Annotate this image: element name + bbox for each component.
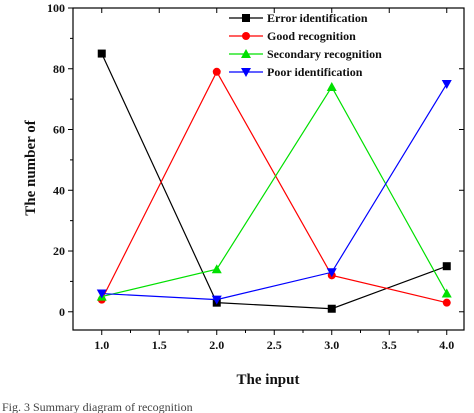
legend-marker	[241, 68, 251, 77]
legend-label: Poor identification	[267, 65, 363, 79]
y-tick-label: 100	[47, 1, 65, 15]
legend-label: Error identification	[267, 11, 368, 25]
series-line	[101, 85, 448, 298]
legend-label: Secondary recognition	[267, 47, 382, 61]
data-point	[326, 81, 337, 91]
x-axis-ticks: 1.0 1.5 2.0 2.5 3.0 3.5 4.0	[94, 8, 454, 352]
y-tick-label: 60	[53, 123, 65, 137]
series-1	[97, 49, 451, 313]
data-point	[326, 268, 337, 278]
x-tick-label: 3.5	[382, 338, 397, 352]
plot-frame	[72, 7, 465, 331]
plot-axes	[72, 7, 465, 331]
series-3	[96, 81, 452, 301]
data-point	[327, 304, 336, 313]
x-axis-title: The input	[237, 372, 300, 388]
legend-label: Good recognition	[267, 29, 356, 43]
data-point	[211, 264, 222, 274]
y-axis-title: The number of	[23, 119, 39, 216]
x-tick-label: 3.0	[324, 338, 339, 352]
series-line	[101, 53, 447, 310]
figure-caption: Fig. 3 Summary diagram of recognition	[2, 400, 193, 413]
legend: Error identification Good recognition Seco…	[229, 11, 382, 79]
legend-marker	[242, 32, 250, 40]
x-tick-label: 2.0	[209, 338, 224, 352]
data-point	[441, 288, 452, 298]
y-tick-label: 0	[59, 305, 65, 319]
data-point	[211, 295, 222, 305]
legend-item: Good recognition	[229, 29, 356, 43]
y-tick-label: 80	[53, 62, 65, 76]
legend-marker	[241, 49, 251, 58]
series-4	[96, 79, 452, 305]
data-point	[97, 49, 106, 58]
y-tick-label: 40	[53, 183, 65, 197]
legend-item: Secondary recognition	[229, 47, 382, 61]
x-tick-label: 2.5	[267, 338, 282, 352]
data-point	[441, 79, 452, 89]
series-line	[101, 70, 447, 304]
y-axis-ticks: 0 20 40 60 80 100	[47, 1, 464, 319]
x-tick-label: 1.5	[152, 338, 167, 352]
y-tick-label: 20	[53, 244, 65, 258]
legend-item: Error identification	[229, 11, 368, 25]
x-tick-label: 1.0	[94, 338, 109, 352]
legend-marker	[242, 14, 250, 22]
x-tick-label: 4.0	[439, 338, 454, 352]
data-point	[442, 262, 451, 271]
legend-item: Poor identification	[229, 65, 363, 79]
series-line	[101, 83, 448, 301]
series-lines	[96, 49, 452, 313]
series-2	[97, 67, 451, 307]
data-point	[212, 67, 221, 76]
data-point	[96, 289, 107, 299]
data-point	[442, 298, 451, 307]
